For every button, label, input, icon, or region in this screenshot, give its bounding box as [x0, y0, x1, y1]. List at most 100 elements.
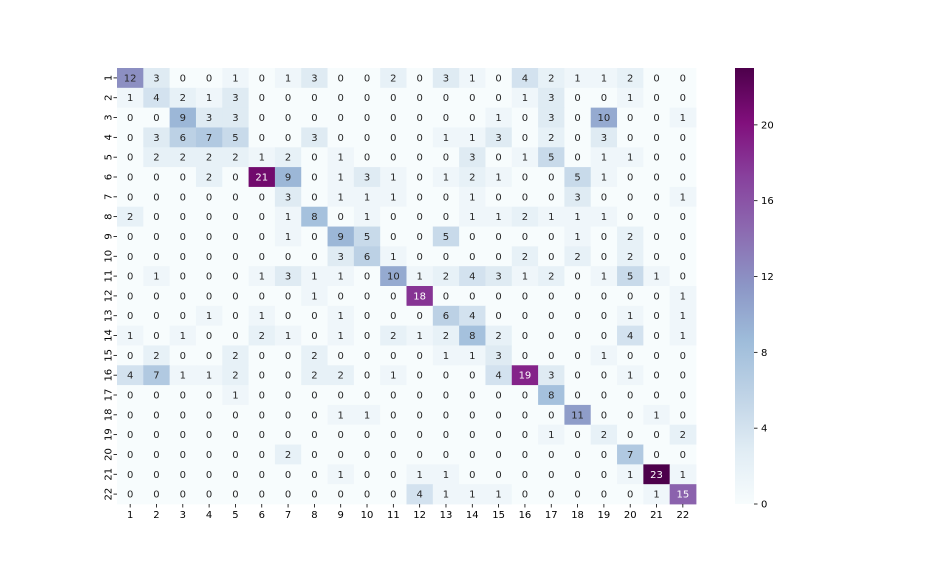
cell-value-label: 3: [206, 113, 212, 124]
cell-value-label: 6: [364, 252, 370, 263]
heatmap-cell: [459, 147, 486, 168]
x-tick-label: 10: [361, 510, 374, 521]
cell-value-label: 3: [153, 133, 159, 144]
heatmap-cell: [538, 68, 565, 89]
heatmap-cell: [459, 246, 486, 267]
cell-value-label: 3: [338, 252, 344, 263]
heatmap-cell: [143, 424, 171, 445]
cell-value-label: 0: [285, 470, 291, 481]
cell-value-label: 3: [601, 133, 607, 144]
heatmap-cell: [222, 365, 249, 386]
cell-value-label: 0: [259, 410, 265, 421]
x-tick-label: 12: [413, 510, 426, 521]
heatmap-cell: [511, 305, 539, 327]
heatmap-cell: [274, 424, 302, 445]
cell-value-label: 0: [127, 391, 133, 402]
cell-value-label: 0: [311, 430, 317, 441]
x-tick-label: 18: [571, 510, 584, 521]
cell-value-label: 0: [574, 490, 580, 501]
cell-value-label: 2: [390, 331, 396, 342]
heatmap-cell: [643, 325, 671, 346]
cell-value-label: 0: [680, 133, 686, 144]
x-tick-label: 3: [180, 510, 186, 521]
heatmap-cell: [117, 484, 144, 505]
cell-value-label: 0: [232, 173, 238, 184]
cell-value-label: 1: [495, 212, 501, 223]
cell-value-label: 0: [364, 430, 370, 441]
cell-value-label: 1: [469, 133, 475, 144]
cell-value-label: 0: [364, 450, 370, 461]
cell-value-label: 0: [153, 113, 159, 124]
cell-value-label: 1: [653, 272, 659, 283]
cell-value-label: 1: [601, 73, 607, 84]
cell-value-label: 1: [390, 173, 396, 184]
heatmap-cell: [117, 286, 144, 307]
cell-value-label: 4: [153, 93, 159, 104]
cell-value-label: 4: [495, 371, 501, 382]
heatmap-cell: [274, 68, 302, 89]
heatmap-cell: [327, 206, 355, 227]
x-tick-label: 21: [650, 510, 663, 521]
heatmap-cell: [327, 68, 355, 89]
cell-value-label: 0: [443, 291, 449, 302]
heatmap-cell: [195, 246, 223, 267]
heatmap-cell: [222, 186, 249, 208]
heatmap-cell: [511, 68, 539, 89]
heatmap-cell: [327, 464, 355, 485]
heatmap-cell: [432, 345, 460, 366]
heatmap-cell: [117, 404, 144, 426]
colorbar-tick-label: 0: [761, 500, 767, 511]
cell-value-label: 1: [285, 232, 291, 243]
heatmap-cell: [432, 87, 460, 109]
cell-value-label: 0: [338, 490, 344, 501]
heatmap-cell: [301, 325, 328, 346]
heatmap-cell: [274, 404, 302, 426]
cell-value-label: 1: [127, 93, 133, 104]
cell-value-label: 0: [495, 291, 501, 302]
cell-value-label: 0: [653, 153, 659, 164]
heatmap-cell: [248, 107, 276, 128]
heatmap-cell: [617, 226, 644, 247]
heatmap-cell: [511, 107, 539, 128]
cell-value-label: 0: [443, 93, 449, 104]
y-tick-label: 20: [104, 448, 115, 461]
heatmap-cell: [327, 365, 355, 386]
heatmap-cell: [353, 266, 381, 287]
heatmap-cell: [564, 127, 592, 148]
cell-value-label: 0: [548, 331, 554, 342]
cell-value-label: 1: [443, 173, 449, 184]
cell-value-label: 1: [259, 272, 265, 283]
cell-value-label: 0: [601, 232, 607, 243]
heatmap-cell: [380, 385, 407, 406]
y-tick-label: 6: [104, 174, 115, 180]
heatmap-cell: [380, 127, 407, 148]
heatmap-cell: [617, 266, 644, 287]
heatmap-cell: [643, 404, 671, 426]
heatmap-cell: [195, 87, 223, 109]
heatmap-cell: [511, 186, 539, 208]
heatmap-cell: [195, 325, 223, 346]
heatmap-cell: [590, 404, 618, 426]
heatmap-cell: [432, 266, 460, 287]
cell-value-label: 2: [443, 331, 449, 342]
cell-value-label: 2: [548, 133, 554, 144]
heatmap-cell: [143, 365, 171, 386]
heatmap-cell: [248, 325, 276, 346]
cell-value-label: 0: [574, 113, 580, 124]
heatmap-cell: [143, 325, 171, 346]
x-tick-label: 9: [338, 510, 344, 521]
cell-value-label: 0: [653, 450, 659, 461]
heatmap-cell: [617, 305, 644, 327]
cell-value-label: 1: [495, 113, 501, 124]
cell-value-label: 2: [232, 153, 238, 164]
cell-value-label: 0: [653, 331, 659, 342]
heatmap-cell: [564, 464, 592, 485]
heatmap-cell: [222, 127, 249, 148]
heatmap-cell: [143, 246, 171, 267]
cell-value-label: 0: [443, 252, 449, 263]
heatmap-cell: [459, 424, 486, 445]
cell-value-label: 0: [180, 311, 186, 322]
cell-value-label: 0: [311, 490, 317, 501]
heatmap-cell: [195, 186, 223, 208]
cell-value-label: 0: [680, 252, 686, 263]
